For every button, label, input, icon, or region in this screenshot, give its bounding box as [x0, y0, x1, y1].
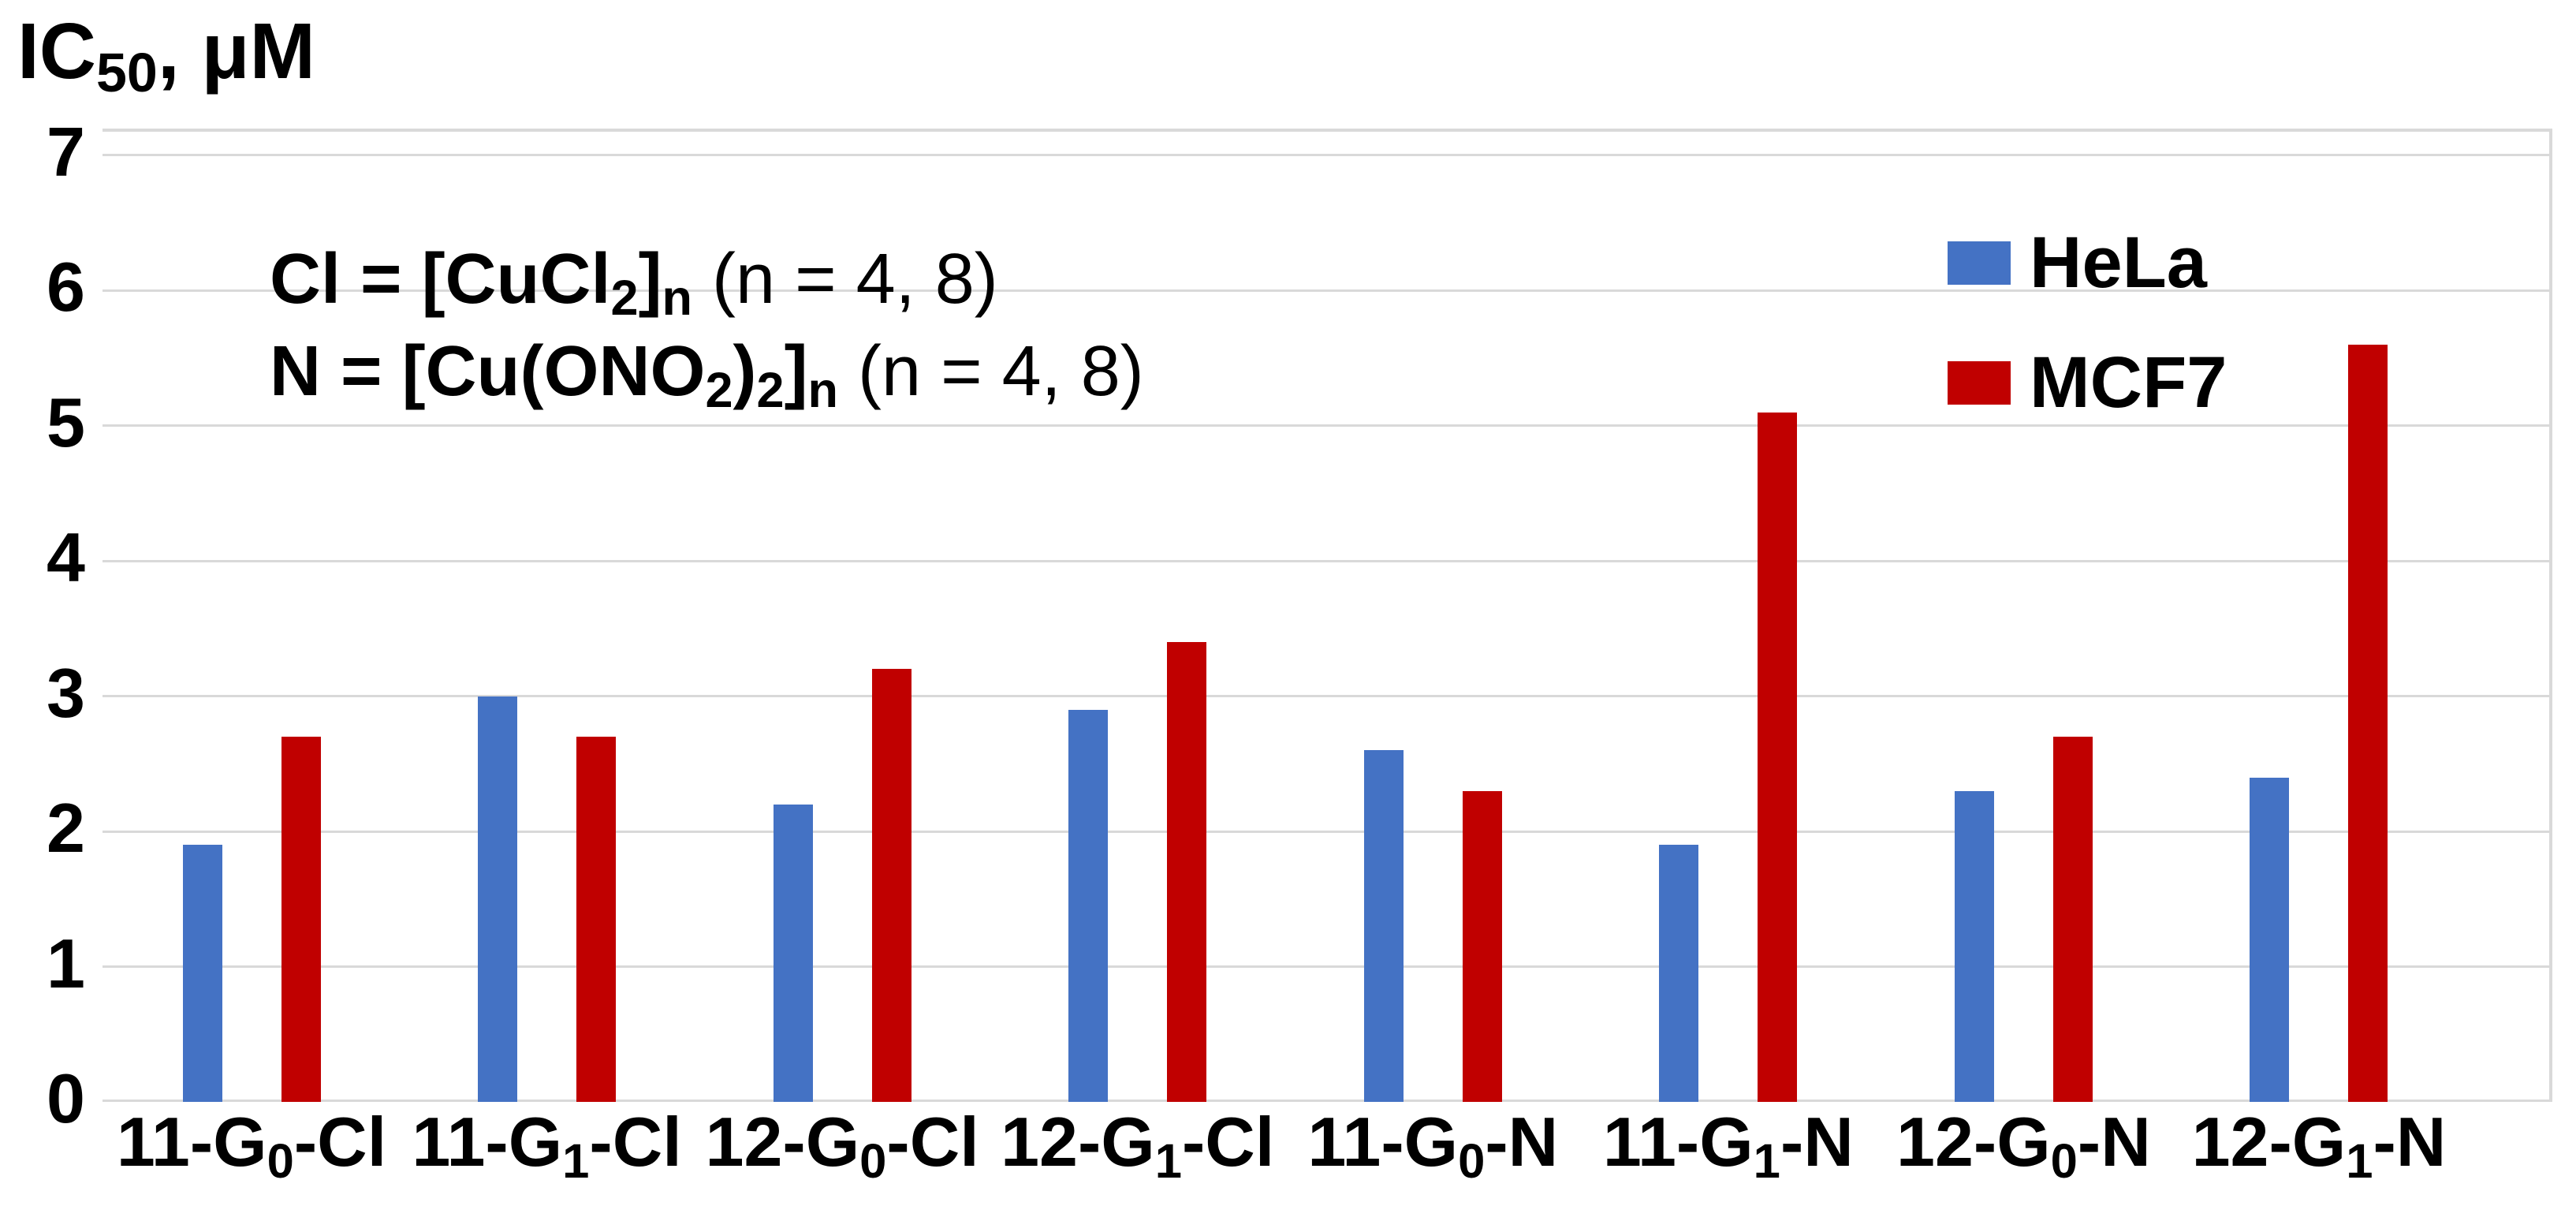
text-part: -N [1780, 1103, 1854, 1181]
text-part: 50 [96, 41, 158, 103]
text-part: n [807, 363, 839, 419]
bar-hela-3 [1068, 709, 1109, 1102]
y-tick-label-4: 4 [47, 518, 85, 597]
text-part: 1 [1154, 1133, 1182, 1189]
text-part: 11-G [116, 1103, 267, 1181]
text-part: -Cl [1182, 1103, 1275, 1181]
bar-hela-4 [1363, 750, 1404, 1102]
chart-title: IC50, μM [17, 0, 315, 103]
text-part: -N [2373, 1103, 2447, 1181]
x-cat-label-2: 12-G0-Cl [694, 1107, 990, 1186]
bar-mcf7-3 [1167, 642, 1207, 1102]
gridline-2 [103, 830, 2549, 833]
bar-hela-6 [1954, 790, 1994, 1102]
x-cat-label-0: 11-G0-Cl [103, 1107, 400, 1186]
legend-swatch-mcf7 [1948, 360, 2011, 405]
x-cat-label-7: 12-G1-N [2171, 1107, 2467, 1186]
text-part: ] [784, 332, 808, 411]
gridline-7 [103, 154, 2549, 157]
text-part: 0 [1458, 1133, 1486, 1189]
text-part: 0 [2050, 1133, 2078, 1189]
text-part: 12-G [2191, 1103, 2347, 1181]
gridline-6 [103, 289, 2549, 292]
bar-mcf7-5 [1758, 412, 1798, 1102]
text-part: 0 [859, 1133, 887, 1189]
text-part: 12-G [1001, 1103, 1155, 1181]
formula-annotation: Cl = [CuCl2]n (n = 4, 8) N = [Cu(ONO2)2]… [270, 237, 1144, 421]
bar-hela-0 [182, 845, 222, 1102]
text-part: 1 [562, 1133, 590, 1189]
y-tick-label-7: 7 [47, 113, 85, 191]
formula-line-n: N = [Cu(ONO2)2]n (n = 4, 8) [270, 329, 1144, 421]
formula-line-cl: Cl = [CuCl2]n (n = 4, 8) [270, 237, 1144, 329]
text-part: 2 [705, 363, 733, 419]
text-part: 1 [2346, 1133, 2373, 1189]
text-part: IC [17, 7, 96, 95]
bar-hela-2 [773, 804, 813, 1102]
legend-label-hela: HeLa [2030, 222, 2207, 303]
bar-mcf7-7 [2348, 345, 2388, 1102]
gridline-1 [103, 965, 2549, 969]
text-part: -Cl [886, 1103, 979, 1181]
text-part: 11-G [412, 1103, 563, 1181]
x-cat-label-3: 12-G1-Cl [990, 1107, 1286, 1186]
text-part: 12-G [1896, 1103, 2051, 1181]
bar-mcf7-1 [576, 737, 617, 1102]
gridline-5 [103, 424, 2549, 428]
legend-swatch-hela [1948, 241, 2011, 285]
text-part: 11-G [1602, 1103, 1754, 1181]
text-part: 2 [610, 271, 639, 327]
text-part: (n = 4, 8) [692, 240, 998, 319]
text-part: ) [733, 332, 757, 411]
x-cat-label-6: 12-G0-N [1875, 1107, 2172, 1186]
bar-mcf7-2 [871, 669, 911, 1102]
text-part: -N [2077, 1103, 2151, 1181]
text-part: Cl = [CuCl [270, 240, 611, 319]
gridline-4 [103, 559, 2549, 562]
bar-hela-7 [2250, 777, 2290, 1102]
text-part: , μM [157, 7, 315, 95]
text-part: ] [638, 240, 662, 319]
text-part: 12-G [705, 1103, 860, 1181]
bar-hela-1 [478, 696, 518, 1102]
x-cat-label-4: 11-G0-N [1284, 1107, 1581, 1186]
y-tick-label-1: 1 [47, 924, 85, 1003]
bar-hela-5 [1659, 845, 1699, 1102]
text-part: (n = 4, 8) [838, 332, 1144, 411]
legend-entry-hela: HeLa [1948, 226, 2207, 299]
y-tick-label-0: 0 [47, 1059, 85, 1137]
plot-area [103, 129, 2552, 1102]
x-cat-label-5: 11-G1-N [1580, 1107, 1877, 1186]
text-part: -Cl [589, 1103, 682, 1181]
y-tick-label-6: 6 [47, 248, 85, 327]
bar-mcf7-0 [281, 737, 321, 1102]
y-tick-label-3: 3 [47, 653, 85, 732]
legend-entry-mcf7: MCF7 [1948, 346, 2227, 419]
x-axis-line [103, 1100, 2549, 1102]
y-tick-label-2: 2 [47, 789, 85, 868]
legend-label-mcf7: MCF7 [2030, 342, 2227, 423]
x-cat-label-1: 11-G1-Cl [399, 1107, 695, 1186]
gridline-3 [103, 695, 2549, 698]
bar-mcf7-6 [2052, 737, 2093, 1102]
text-part: n [662, 271, 693, 327]
text-part: 0 [267, 1133, 294, 1189]
text-part: 2 [756, 363, 785, 419]
text-part: 1 [1753, 1133, 1780, 1189]
text-part: -N [1485, 1103, 1559, 1181]
text-part: 11-G [1307, 1103, 1459, 1181]
bar-mcf7-4 [1462, 790, 1502, 1102]
y-tick-label-5: 5 [47, 383, 85, 461]
text-part: N = [Cu(ONO [270, 332, 706, 411]
text-part: -Cl [293, 1103, 387, 1181]
